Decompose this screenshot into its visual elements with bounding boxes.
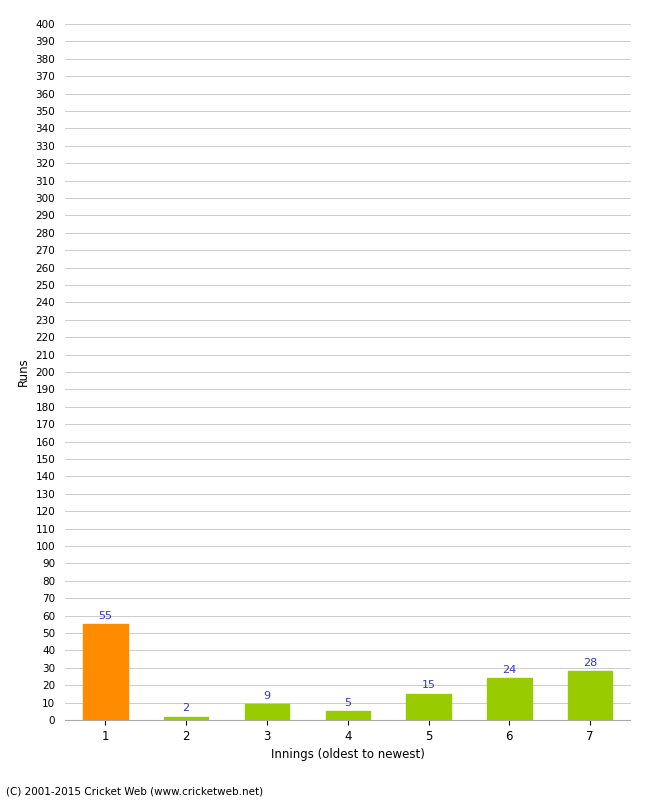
Bar [568, 671, 612, 720]
Bar [487, 678, 532, 720]
Bar [245, 704, 289, 720]
Y-axis label: Runs: Runs [17, 358, 30, 386]
Text: 28: 28 [583, 658, 597, 668]
Text: 15: 15 [422, 681, 436, 690]
X-axis label: Innings (oldest to newest): Innings (oldest to newest) [271, 748, 424, 762]
Text: 2: 2 [183, 703, 190, 713]
Text: 55: 55 [98, 611, 112, 621]
Bar [164, 717, 209, 720]
Bar [83, 624, 127, 720]
Bar [406, 694, 450, 720]
Bar [326, 711, 370, 720]
Text: (C) 2001-2015 Cricket Web (www.cricketweb.net): (C) 2001-2015 Cricket Web (www.cricketwe… [6, 786, 264, 796]
Text: 9: 9 [263, 691, 270, 701]
Text: 24: 24 [502, 665, 517, 674]
Text: 5: 5 [344, 698, 351, 708]
